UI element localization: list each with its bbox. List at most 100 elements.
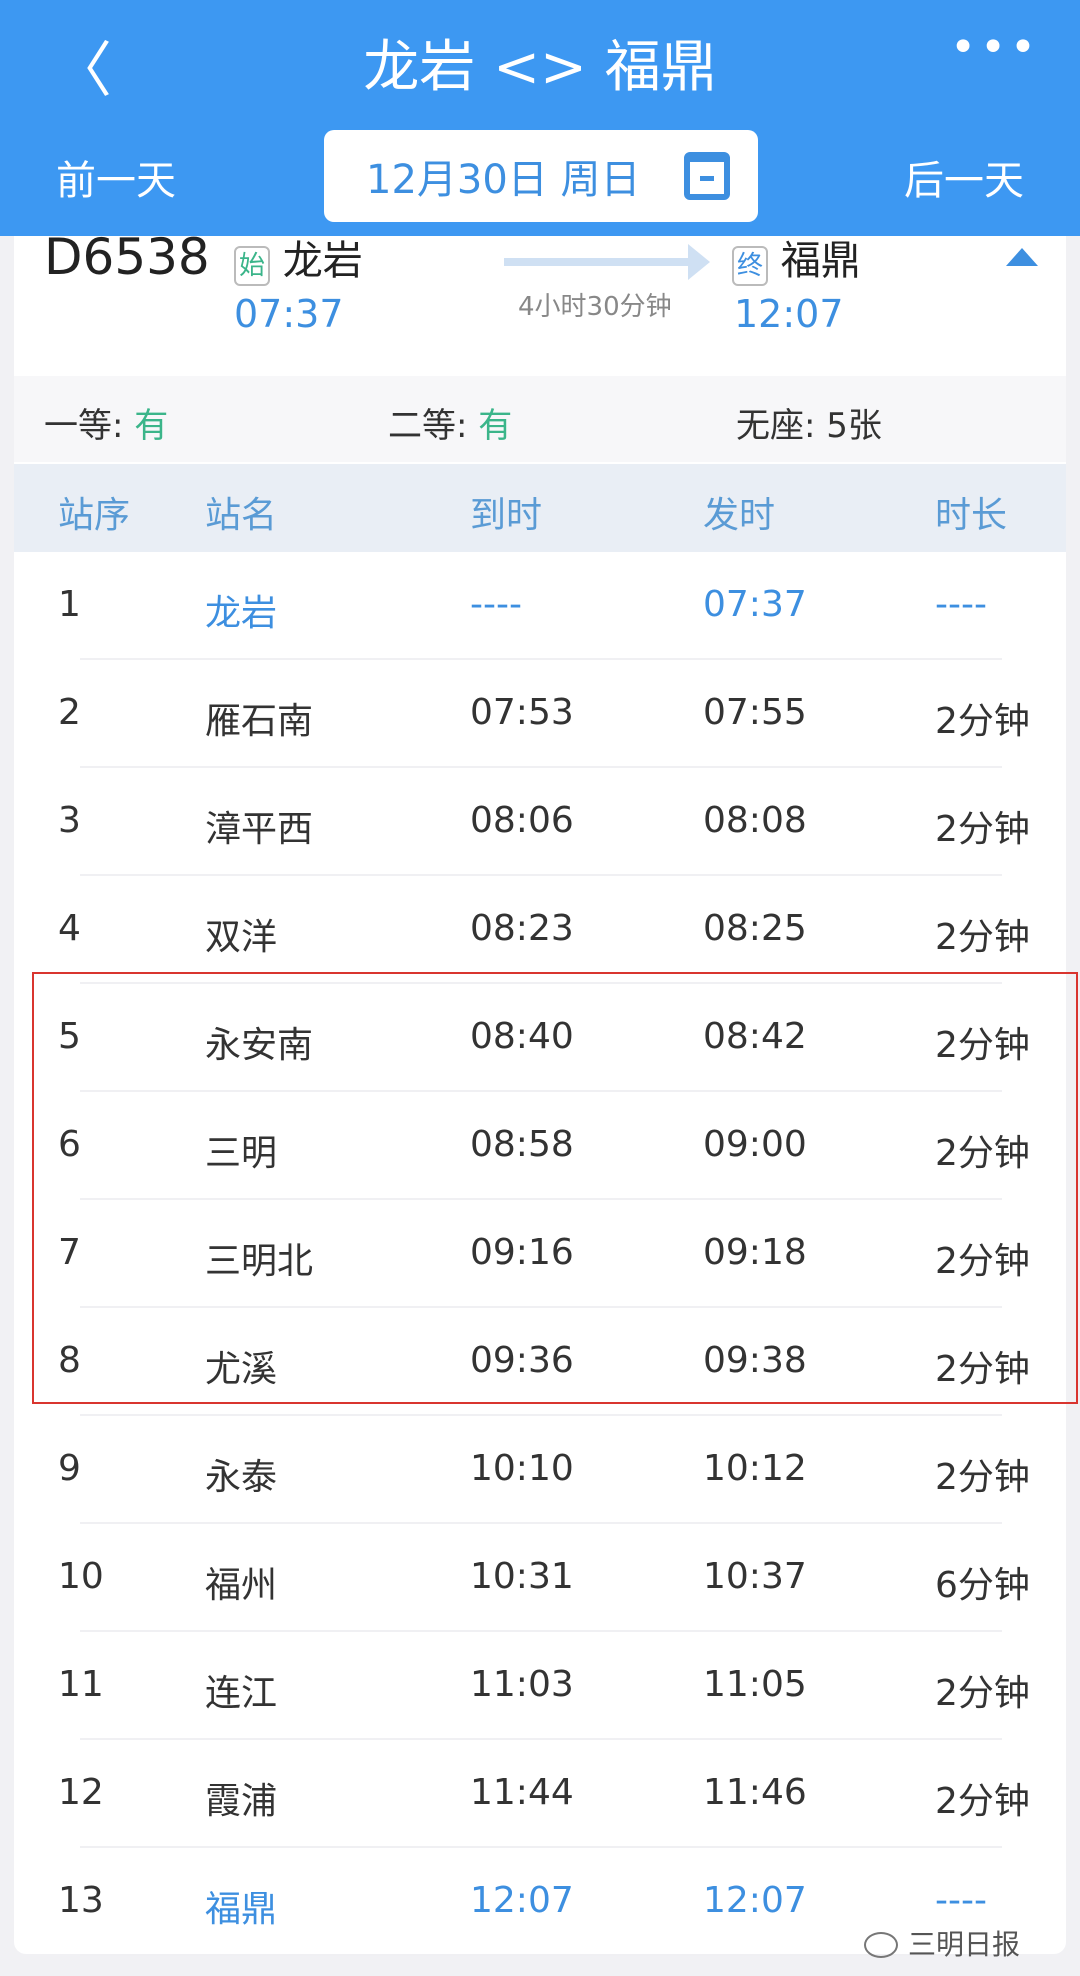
- no-seat-label: 无座:: [736, 406, 816, 446]
- route-arrow-icon: [504, 244, 710, 280]
- seq-cell: 5: [58, 1016, 81, 1057]
- seq-cell: 4: [58, 908, 81, 949]
- seq-cell: 3: [58, 800, 81, 841]
- table-row: 13 福鼎 12:07 12:07 ----: [14, 1848, 1066, 1956]
- no-seat: 无座: 5张: [736, 398, 882, 447]
- table-row: 5 永安南 08:40 08:42 2分钟: [14, 984, 1066, 1092]
- depart-cell: 08:42: [703, 1016, 807, 1057]
- stop-cell: 6分钟: [935, 1565, 1030, 1606]
- end-tag: 终: [732, 246, 768, 286]
- station-cell: 尤溪: [205, 1349, 278, 1390]
- depart-cell: 10:37: [703, 1556, 807, 1597]
- arrive-cell: 07:53: [470, 692, 574, 733]
- duration: 4小时30分钟: [518, 292, 672, 322]
- stop-cell: 2分钟: [935, 917, 1030, 958]
- stop-cell: 2分钟: [935, 1457, 1030, 1498]
- page-title: 龙岩 <> 福鼎: [363, 35, 717, 100]
- table-header: 站序 站名 到时 发时 时长: [14, 464, 1066, 552]
- station-cell: 三明北: [205, 1241, 314, 1282]
- stop-cell: 2分钟: [935, 1673, 1030, 1714]
- collapse-triangle-icon[interactable]: [1006, 248, 1038, 266]
- second-class-value: 有: [478, 406, 513, 446]
- station-cell: 雁石南: [205, 701, 314, 742]
- table-row: 2 雁石南 07:53 07:55 2分钟: [14, 660, 1066, 768]
- seq-cell: 11: [58, 1664, 104, 1705]
- depart-cell: 07:37: [703, 584, 807, 625]
- station-cell: 双洋: [205, 917, 278, 958]
- stop-cell: 2分钟: [935, 1241, 1030, 1282]
- first-class: 一等: 有: [44, 398, 168, 447]
- arrive-cell: 09:16: [470, 1232, 574, 1273]
- col-station: 站名: [205, 495, 278, 536]
- train-number: D6538: [44, 228, 210, 286]
- arrive-cell: 12:07: [470, 1880, 574, 1921]
- depart-cell: 11:46: [703, 1772, 807, 1813]
- arrival-time: 12:07: [734, 292, 844, 336]
- first-class-label: 一等:: [44, 406, 124, 446]
- arrive-cell: 08:58: [470, 1124, 574, 1165]
- second-class-label: 二等:: [388, 406, 468, 446]
- arrive-cell: 08:23: [470, 908, 574, 949]
- seq-cell: 2: [58, 692, 81, 733]
- depart-cell: 10:12: [703, 1448, 807, 1489]
- table-row: 3 漳平西 08:06 08:08 2分钟: [14, 768, 1066, 876]
- col-arrive: 到时: [470, 495, 543, 536]
- to-station-name: 福鼎: [780, 238, 861, 284]
- table-row: 6 三明 08:58 09:00 2分钟: [14, 1092, 1066, 1200]
- station-cell: 连江: [205, 1673, 278, 1714]
- watermark: 三明日报: [863, 1928, 1020, 1962]
- first-class-value: 有: [134, 406, 169, 446]
- no-seat-value: 5张: [826, 406, 882, 446]
- seat-availability: 一等: 有 二等: 有 无座: 5张: [14, 376, 1066, 462]
- stop-cell: 2分钟: [935, 1133, 1030, 1174]
- stop-cell: ----: [935, 584, 987, 625]
- from-station-name: 龙岩: [282, 238, 363, 284]
- station-cell: 福鼎: [205, 1889, 278, 1930]
- col-depart: 发时: [703, 495, 776, 536]
- calendar-icon: [684, 152, 730, 200]
- watermark-text: 三明日报: [907, 1928, 1020, 1961]
- arrive-cell: ----: [470, 584, 522, 625]
- from-station: 始 龙岩: [234, 228, 363, 286]
- arrive-cell: 09:36: [470, 1340, 574, 1381]
- seq-cell: 13: [58, 1880, 104, 1921]
- second-class: 二等: 有: [388, 398, 512, 447]
- arrive-cell: 11:44: [470, 1772, 574, 1813]
- more-icon[interactable]: •••: [950, 22, 1040, 73]
- arrive-cell: 10:31: [470, 1556, 574, 1597]
- station-cell: 霞浦: [205, 1781, 278, 1822]
- date-label: 12月30日 周日: [366, 157, 641, 203]
- depart-cell: 12:07: [703, 1880, 807, 1921]
- depart-cell: 11:05: [703, 1664, 807, 1705]
- table-row: 1 龙岩 ---- 07:37 ----: [14, 552, 1066, 660]
- table-row: 12 霞浦 11:44 11:46 2分钟: [14, 1740, 1066, 1848]
- table-row: 11 连江 11:03 11:05 2分钟: [14, 1632, 1066, 1740]
- stop-cell: 2分钟: [935, 1781, 1030, 1822]
- depart-cell: 09:38: [703, 1340, 807, 1381]
- station-cell: 永安南: [205, 1025, 314, 1066]
- stop-cell: 2分钟: [935, 809, 1030, 850]
- prev-day-button[interactable]: 前一天: [56, 158, 176, 204]
- depart-cell: 08:08: [703, 800, 807, 841]
- stop-cell: 2分钟: [935, 701, 1030, 742]
- back-chevron-icon[interactable]: 〈: [52, 36, 112, 106]
- stop-cell: 2分钟: [935, 1025, 1030, 1066]
- next-day-button[interactable]: 后一天: [904, 158, 1024, 204]
- to-station: 终 福鼎: [732, 228, 861, 286]
- depart-cell: 07:55: [703, 692, 807, 733]
- station-cell: 永泰: [205, 1457, 278, 1498]
- arrive-cell: 11:03: [470, 1664, 574, 1705]
- station-cell: 龙岩: [205, 593, 278, 634]
- highlight-box: [32, 972, 1078, 1404]
- col-seq: 站序: [58, 495, 131, 536]
- seq-cell: 7: [58, 1232, 81, 1273]
- top-bar: 〈 龙岩 <> 福鼎 ••• 前一天 12月30日 周日 后一天: [0, 0, 1080, 236]
- table-row: 10 福州 10:31 10:37 6分钟: [14, 1524, 1066, 1632]
- wechat-icon: [863, 1932, 898, 1958]
- table-row: 9 永泰 10:10 10:12 2分钟: [14, 1416, 1066, 1524]
- date-picker[interactable]: 12月30日 周日: [324, 130, 758, 222]
- col-stop: 时长: [935, 495, 1008, 536]
- depart-cell: 09:18: [703, 1232, 807, 1273]
- seq-cell: 9: [58, 1448, 81, 1489]
- table-row: 8 尤溪 09:36 09:38 2分钟: [14, 1308, 1066, 1416]
